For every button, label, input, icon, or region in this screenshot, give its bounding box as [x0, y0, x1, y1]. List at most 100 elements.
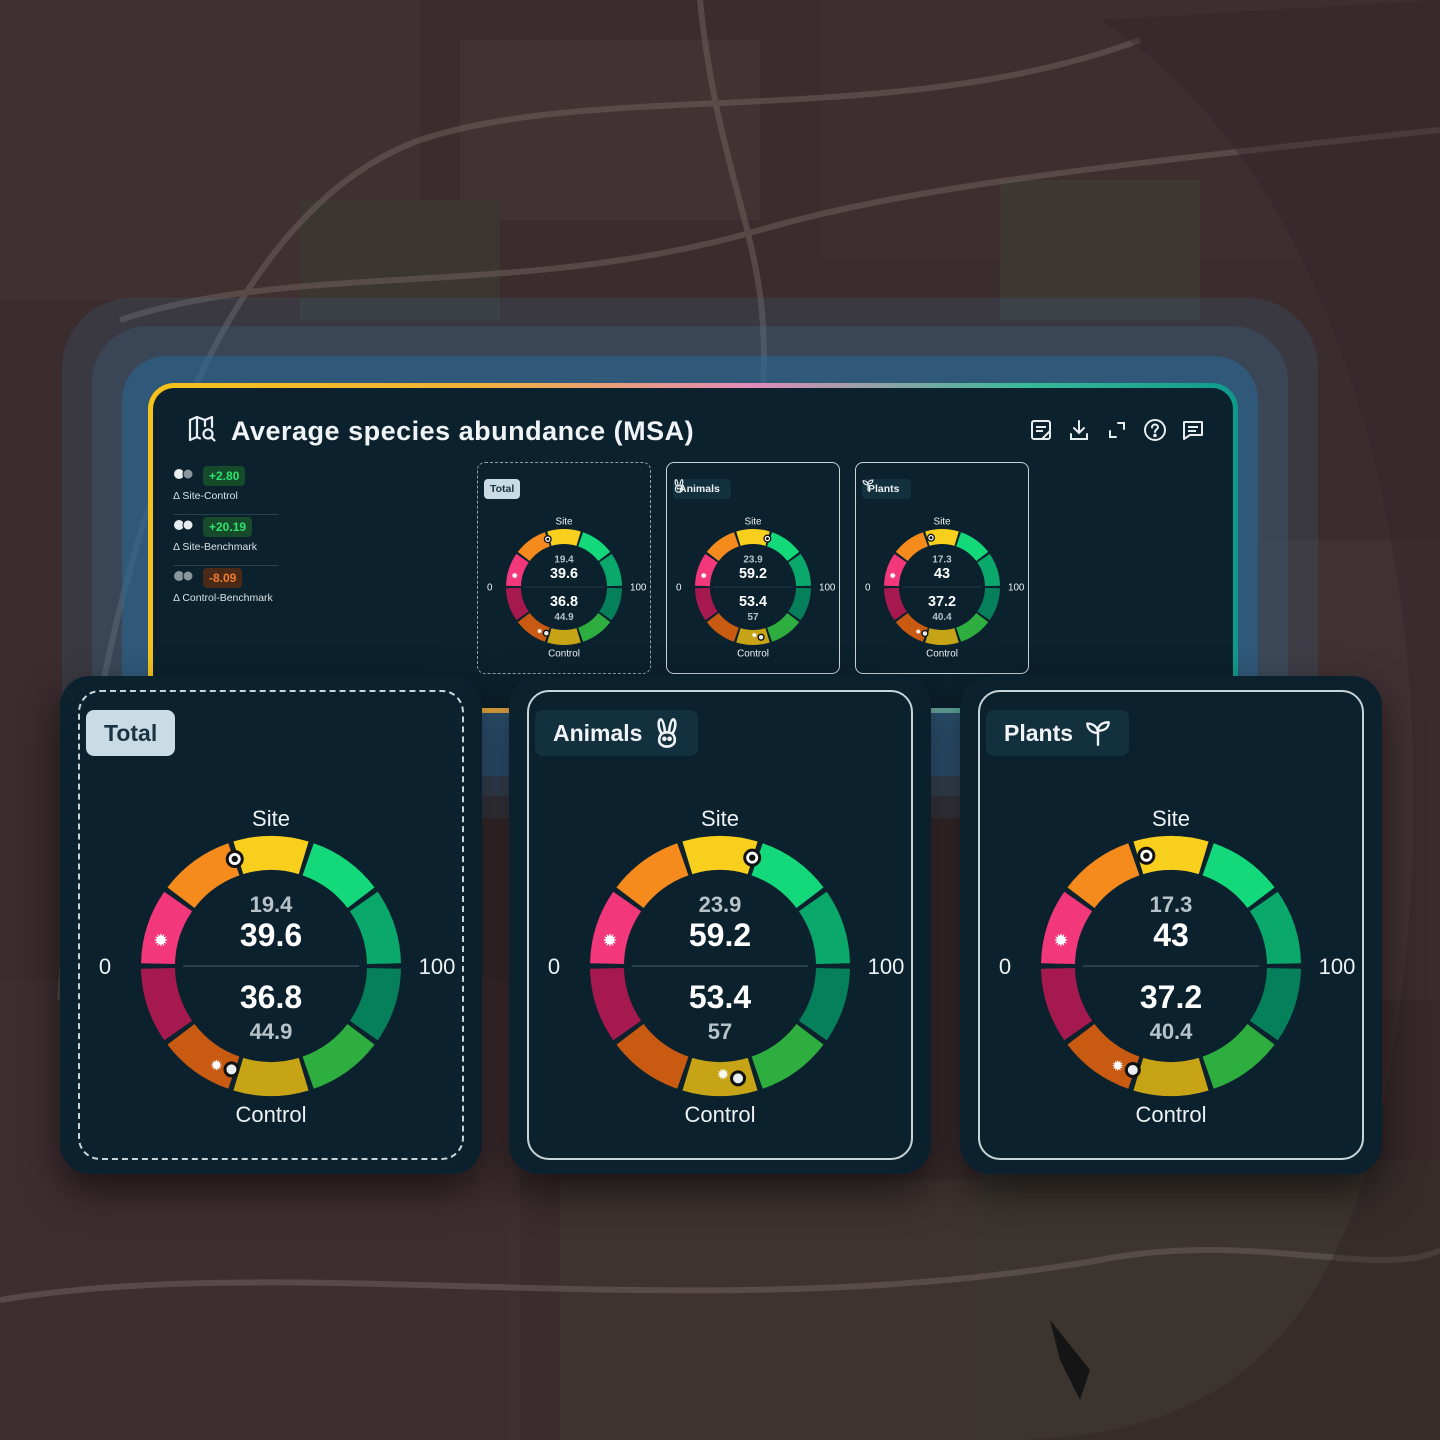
control-benchmark-value: 44.9 — [250, 1019, 293, 1044]
comment-icon[interactable] — [1181, 418, 1205, 442]
site-gauge-segment — [167, 843, 240, 908]
control-label: Control — [737, 649, 769, 660]
axis-min-label: 0 — [99, 954, 111, 979]
site-label: Site — [555, 517, 573, 528]
msa-mini-gauge-total: ✹ ✹ Site Control 0 100 19.439.6 36.8 44.9 — [487, 517, 647, 660]
big-card-animals: Animals ✹ ✹ Site Control 0 100 23.9 59.2 53.4 57 — [509, 676, 931, 1174]
download-icon[interactable] — [1067, 418, 1091, 442]
tab-animals[interactable]: Animals — [673, 479, 731, 499]
site-gauge-segment — [682, 836, 758, 875]
notes-icon[interactable] — [1029, 418, 1053, 442]
animals-frame[interactable] — [527, 690, 913, 1160]
site-gauge-segment — [578, 532, 611, 562]
delta-value: -8.09 — [203, 568, 243, 588]
control-benchmark-sun-icon: ✹ — [210, 1056, 223, 1074]
control-gauge-segment — [233, 1057, 309, 1096]
site-gauge-segment — [798, 891, 850, 964]
tab-plants[interactable]: Plants — [862, 479, 911, 499]
site-benchmark-value: 23.9 — [699, 892, 742, 917]
site-gauge-segment — [547, 529, 581, 546]
site-gauge-segment — [517, 532, 550, 562]
benchmark-sun-icon: ✹ — [1053, 931, 1068, 952]
control-value-marker — [542, 629, 550, 637]
site-gauge-segment — [884, 553, 907, 587]
control-gauge-segment — [706, 612, 739, 642]
mini-card-plants[interactable]: ✹ ✹ Site Control 0 100 17.3 43 37.2 40.4 Plants — [855, 462, 1029, 674]
control-value: 36.8 — [550, 594, 578, 610]
control-gauge-segment — [884, 587, 907, 621]
card-toolbar — [1029, 418, 1205, 442]
control-gauge-segment — [506, 587, 529, 621]
expand-icon[interactable] — [1105, 418, 1129, 442]
tab-total-large[interactable]: Total — [86, 710, 176, 756]
site-value-marker-core — [546, 537, 550, 541]
site-label: Site — [933, 517, 951, 528]
control-gauge-segment — [1041, 968, 1093, 1041]
site-gauge-segment — [590, 891, 642, 964]
axis-max-label: 100 — [1008, 583, 1025, 594]
axis-min-label: 0 — [676, 583, 682, 594]
site-value: 39.6 — [550, 566, 578, 582]
site-label: Site — [252, 806, 290, 831]
tab-animals-large[interactable]: Animals — [535, 710, 699, 756]
rabbit-icon — [654, 718, 680, 748]
site-gauge-segment — [788, 553, 811, 587]
control-gauge-segment — [977, 587, 1000, 621]
total-frame[interactable] — [78, 690, 464, 1160]
delta-label: Δ Site-Control — [173, 490, 238, 502]
site-gauge-segment — [695, 553, 718, 587]
axis-max-label: 100 — [419, 954, 456, 979]
axis-min-label: 0 — [548, 954, 560, 979]
control-benchmark-value: 57 — [708, 1019, 732, 1044]
control-benchmark-value: 57 — [748, 612, 759, 623]
site-benchmark-value: 19.4 — [554, 555, 574, 566]
control-gauge-segment — [695, 587, 718, 621]
mini-card-total[interactable]: ✹ ✹ Site Control 0 100 19.4 39.6 36.8 44.9 Total — [477, 462, 651, 674]
site-gauge-segment — [233, 836, 309, 875]
site-benchmark-value: 19.4 — [250, 892, 294, 917]
site-benchmark-value: 23.9 — [743, 555, 763, 566]
control-gauge-segment — [767, 612, 800, 642]
mini-card-animals[interactable]: ✹ ✹ Site Control 0 100 23.9 59.2 53.4 57 Animals — [666, 462, 840, 674]
site-value: 59.2 — [689, 917, 751, 953]
control-gauge-segment — [956, 612, 989, 642]
delta-label: Δ Site-Benchmark — [173, 541, 258, 553]
plants-frame[interactable] — [978, 690, 1364, 1160]
site-gauge-segment — [1133, 836, 1209, 875]
control-gauge-segment — [788, 587, 811, 621]
control-benchmark-value: 40.4 — [1150, 1019, 1194, 1044]
control-value-marker — [730, 1070, 747, 1087]
control-label: Control — [548, 649, 580, 660]
help-icon[interactable] — [1143, 418, 1167, 442]
site-benchmark-value: 17.3 — [1150, 892, 1193, 917]
comparison-dots-icon — [173, 518, 195, 537]
tab-total[interactable]: Total — [484, 479, 521, 499]
site-gauge-segment — [895, 532, 928, 562]
control-gauge-segment — [599, 587, 622, 621]
big-card-total: Total ✹ ✹ Site Control 0 100 19.4 39.6 36.8 44.9 — [60, 676, 482, 1174]
site-value-marker-core — [765, 537, 769, 541]
control-gauge-segment — [517, 612, 550, 642]
axis-max-label: 100 — [630, 583, 647, 594]
msa-dashboard-card: Average species abundance (MSA) — [148, 383, 1238, 713]
delta-value: +2.80 — [203, 466, 246, 486]
site-value: 39.6 — [240, 917, 302, 953]
site-value-marker-core — [929, 536, 933, 540]
site-gauge-segment — [141, 891, 193, 964]
axis-max-label: 100 — [1319, 954, 1356, 979]
site-gauge-segment — [956, 532, 989, 562]
delta-list: +2.80 Δ Site-Control +20.19 Δ Site-Bench… — [173, 464, 278, 616]
control-benchmark-value: 44.9 — [554, 612, 574, 623]
control-value-marker — [757, 633, 765, 641]
msa-gauge-plants: ✹ ✹ Site Control 0 100 17.343 37.2 40.4 — [999, 806, 1356, 1127]
tab-plants-large[interactable]: Plants — [986, 710, 1130, 756]
site-value: 43 — [934, 566, 950, 582]
mini-gauge-row: ✹ ✹ Site Control 0 100 19.4 39.6 36.8 44.9 Total … — [477, 462, 1029, 674]
control-gauge-segment — [1067, 1024, 1140, 1089]
control-value: 37.2 — [928, 594, 956, 610]
control-gauge-segment — [302, 1024, 375, 1089]
control-benchmark-sun-icon: ✹ — [752, 632, 758, 640]
delta-value: +20.19 — [203, 517, 253, 537]
benchmark-sun-icon: ✹ — [153, 931, 168, 952]
axis-min-label: 0 — [487, 583, 493, 594]
